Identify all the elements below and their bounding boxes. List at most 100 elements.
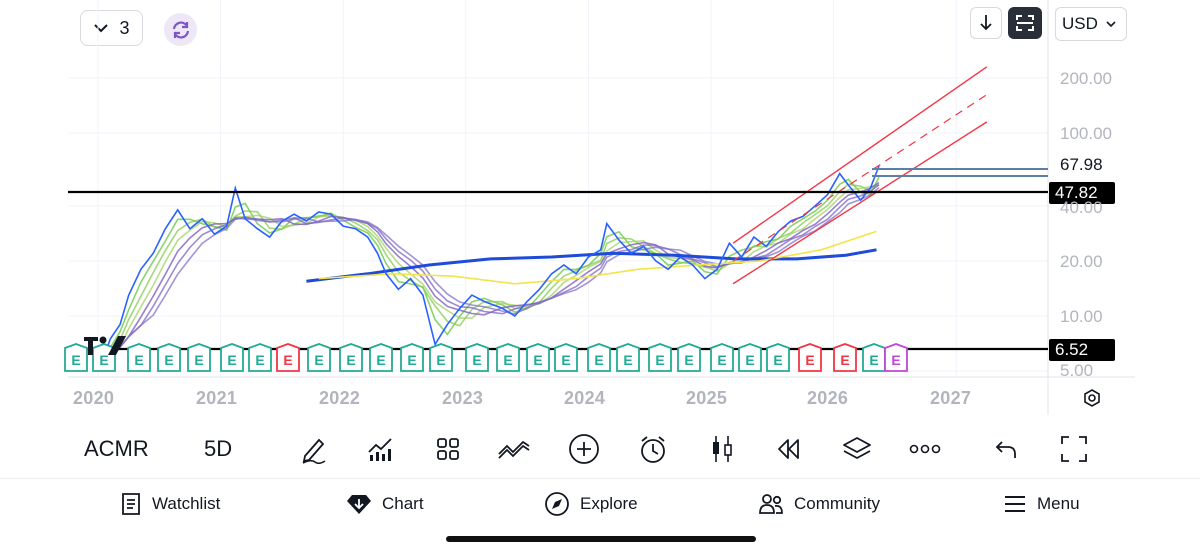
interval-button[interactable]: 5D (204, 436, 233, 461)
earnings-marker[interactable]: E (248, 343, 272, 372)
earnings-marker[interactable]: E (862, 343, 886, 372)
earnings-marker[interactable]: E (526, 343, 550, 372)
earnings-marker-label: E (134, 352, 143, 368)
time-tick-2025: 2025 (686, 388, 728, 408)
layouts-button[interactable] (431, 432, 465, 466)
earnings-marker-label: E (164, 352, 173, 368)
earnings-marker-label: E (533, 352, 542, 368)
nav-explore-label: Explore (580, 494, 638, 513)
chart-type-button[interactable] (705, 432, 739, 466)
earnings-marker[interactable]: E (677, 343, 701, 372)
settings-icon (1084, 389, 1100, 407)
time-tick-2026: 2026 (807, 388, 849, 408)
chart-nav-icon (347, 495, 371, 514)
compare-icon (498, 440, 530, 459)
trend-channel (732, 66, 988, 285)
undo-button[interactable] (989, 432, 1023, 466)
chart-settings-button[interactable] (1080, 386, 1104, 410)
earnings-marker-label: E (773, 352, 782, 368)
earnings-marker-label: E (717, 352, 726, 368)
alert-button[interactable] (636, 432, 670, 466)
earnings-marker-label: E (227, 352, 236, 368)
earnings-marker[interactable]: E (616, 343, 640, 372)
earnings-marker[interactable]: E (369, 343, 393, 372)
layout-count: 3 (119, 17, 130, 38)
fit-screen-icon (1016, 15, 1034, 31)
earnings-marker[interactable]: E (465, 343, 489, 372)
earnings-marker[interactable]: E (798, 343, 822, 372)
earnings-marker[interactable]: E (554, 343, 578, 372)
earnings-marker-label: E (745, 352, 754, 368)
earnings-marker[interactable]: E (187, 343, 211, 372)
nav-explore[interactable]: Explore (544, 491, 638, 517)
earnings-marker[interactable]: E (220, 343, 244, 372)
chart-type-icon (713, 436, 732, 462)
indicators-button[interactable] (363, 432, 397, 466)
currency-selector[interactable]: USD (1055, 7, 1127, 41)
earnings-marker[interactable]: E (833, 343, 857, 372)
time-tick-2020: 2020 (73, 388, 115, 408)
earnings-marker[interactable]: E (648, 343, 672, 372)
earnings-marker-label: E (407, 352, 416, 368)
chevron-down-icon (94, 24, 109, 33)
earnings-marker[interactable]: E (496, 343, 520, 372)
earnings-marker-label: E (255, 352, 264, 368)
nav-chart[interactable]: Chart (346, 491, 424, 517)
earnings-marker-label: E (891, 352, 900, 368)
fullscreen-button[interactable] (1057, 432, 1091, 466)
earnings-marker-label: E (436, 352, 445, 368)
undo-icon (995, 441, 1016, 458)
indicators-icon (368, 438, 392, 461)
replay-icon (778, 439, 799, 459)
nav-menu[interactable]: Menu (1003, 491, 1080, 517)
scroll-to-latest-button[interactable] (970, 7, 1002, 39)
earnings-marker[interactable]: E (429, 343, 453, 372)
earnings-marker-label: E (71, 352, 80, 368)
layers-button[interactable] (840, 432, 874, 466)
earnings-marker[interactable]: E (339, 343, 363, 372)
time-tick-2024: 2024 (564, 388, 606, 408)
price-tick-40: 40.00 (1060, 198, 1103, 217)
earnings-marker[interactable]: E (127, 343, 151, 372)
earnings-marker-label: E (623, 352, 632, 368)
add-button[interactable] (567, 432, 601, 466)
compare-button[interactable] (497, 432, 531, 466)
price-tick-200: 200.00 (1060, 69, 1112, 88)
earnings-marker-label: E (594, 352, 603, 368)
nav-community[interactable]: Community (758, 491, 880, 517)
nav-watchlist[interactable]: Watchlist (120, 491, 220, 517)
earnings-marker-label: E (346, 352, 355, 368)
level-high-badge: 47.82 (1049, 182, 1115, 204)
nav-community-label: Community (794, 494, 880, 513)
earnings-marker[interactable]: E (276, 343, 300, 372)
earnings-marker[interactable]: E (710, 343, 734, 372)
arrow-down-icon (980, 15, 992, 31)
price-line (93, 165, 880, 369)
add-icon (569, 434, 599, 464)
earnings-marker[interactable]: E (587, 343, 611, 372)
earnings-marker[interactable]: E (400, 343, 424, 372)
earnings-marker[interactable]: E (92, 343, 116, 372)
symbol-button[interactable]: ACMR (84, 436, 149, 461)
earnings-marker[interactable]: E (766, 343, 790, 372)
layout-selector-button[interactable]: 3 (80, 10, 143, 46)
level-low-badge: 6.52 (1049, 339, 1115, 361)
yellow-moving-average-line (318, 230, 877, 285)
fit-screen-button[interactable] (1008, 7, 1042, 39)
earnings-marker[interactable]: E (157, 343, 181, 372)
draw-button[interactable] (297, 432, 331, 466)
earnings-marker[interactable]: E (738, 343, 762, 372)
earnings-marker-label: E (194, 352, 203, 368)
earnings-marker-label: E (684, 352, 693, 368)
earnings-marker[interactable]: E (307, 343, 331, 372)
earnings-marker[interactable]: E (64, 343, 88, 372)
earnings-marker[interactable]: E (884, 343, 908, 372)
time-tick-2023: 2023 (442, 388, 484, 408)
replay-button[interactable] (771, 432, 805, 466)
more-button[interactable] (908, 432, 942, 466)
layers-icon (843, 437, 871, 459)
nav-chart-label: Chart (382, 494, 424, 513)
sync-button[interactable] (164, 13, 197, 46)
